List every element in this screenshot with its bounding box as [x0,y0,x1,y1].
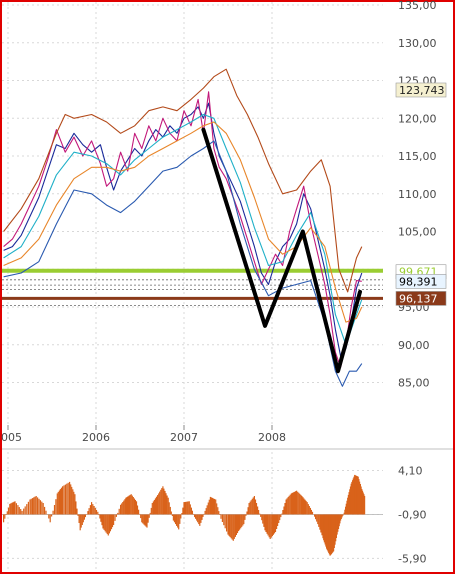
x-tick-label: 2008 [258,431,286,444]
x-tick-label: 2005 [0,431,22,444]
y-tick-label: 110,00 [398,188,437,201]
price-tag-label: 123,743 [399,84,445,97]
oscillator-bars [2,474,366,556]
price-tag-label: 96,137 [399,292,438,305]
y-tick-label: 130,00 [398,37,437,50]
y-tick-label: 85,00 [398,377,430,390]
y-tick-label: 115,00 [398,150,437,163]
y-tick-label: 105,00 [398,226,437,239]
x-tick-label: 2007 [170,431,198,444]
pattern-path [201,127,362,374]
price-tag [395,82,447,98]
osc-tick-label: -5,90 [398,552,426,565]
price-tag-label: 98,391 [399,275,438,288]
series-line [3,68,363,293]
oscillator-tick-labels: 4,10 -0,90 -5,90 [398,465,426,566]
osc-tick-label: -0,90 [398,508,426,521]
y-tick-label: 120,00 [398,112,437,125]
price-tag [395,274,447,289]
pattern-line [201,127,362,374]
x-tick-labels: 2005 2006 2007 2008 [0,431,286,444]
price-tag [395,291,447,306]
y-tick-label: 135,00 [398,0,437,12]
x-tick-label: 2006 [82,431,110,444]
osc-tick-label: 4,10 [398,465,423,478]
series-line [3,121,363,323]
y-tick-label: 90,00 [398,339,430,352]
